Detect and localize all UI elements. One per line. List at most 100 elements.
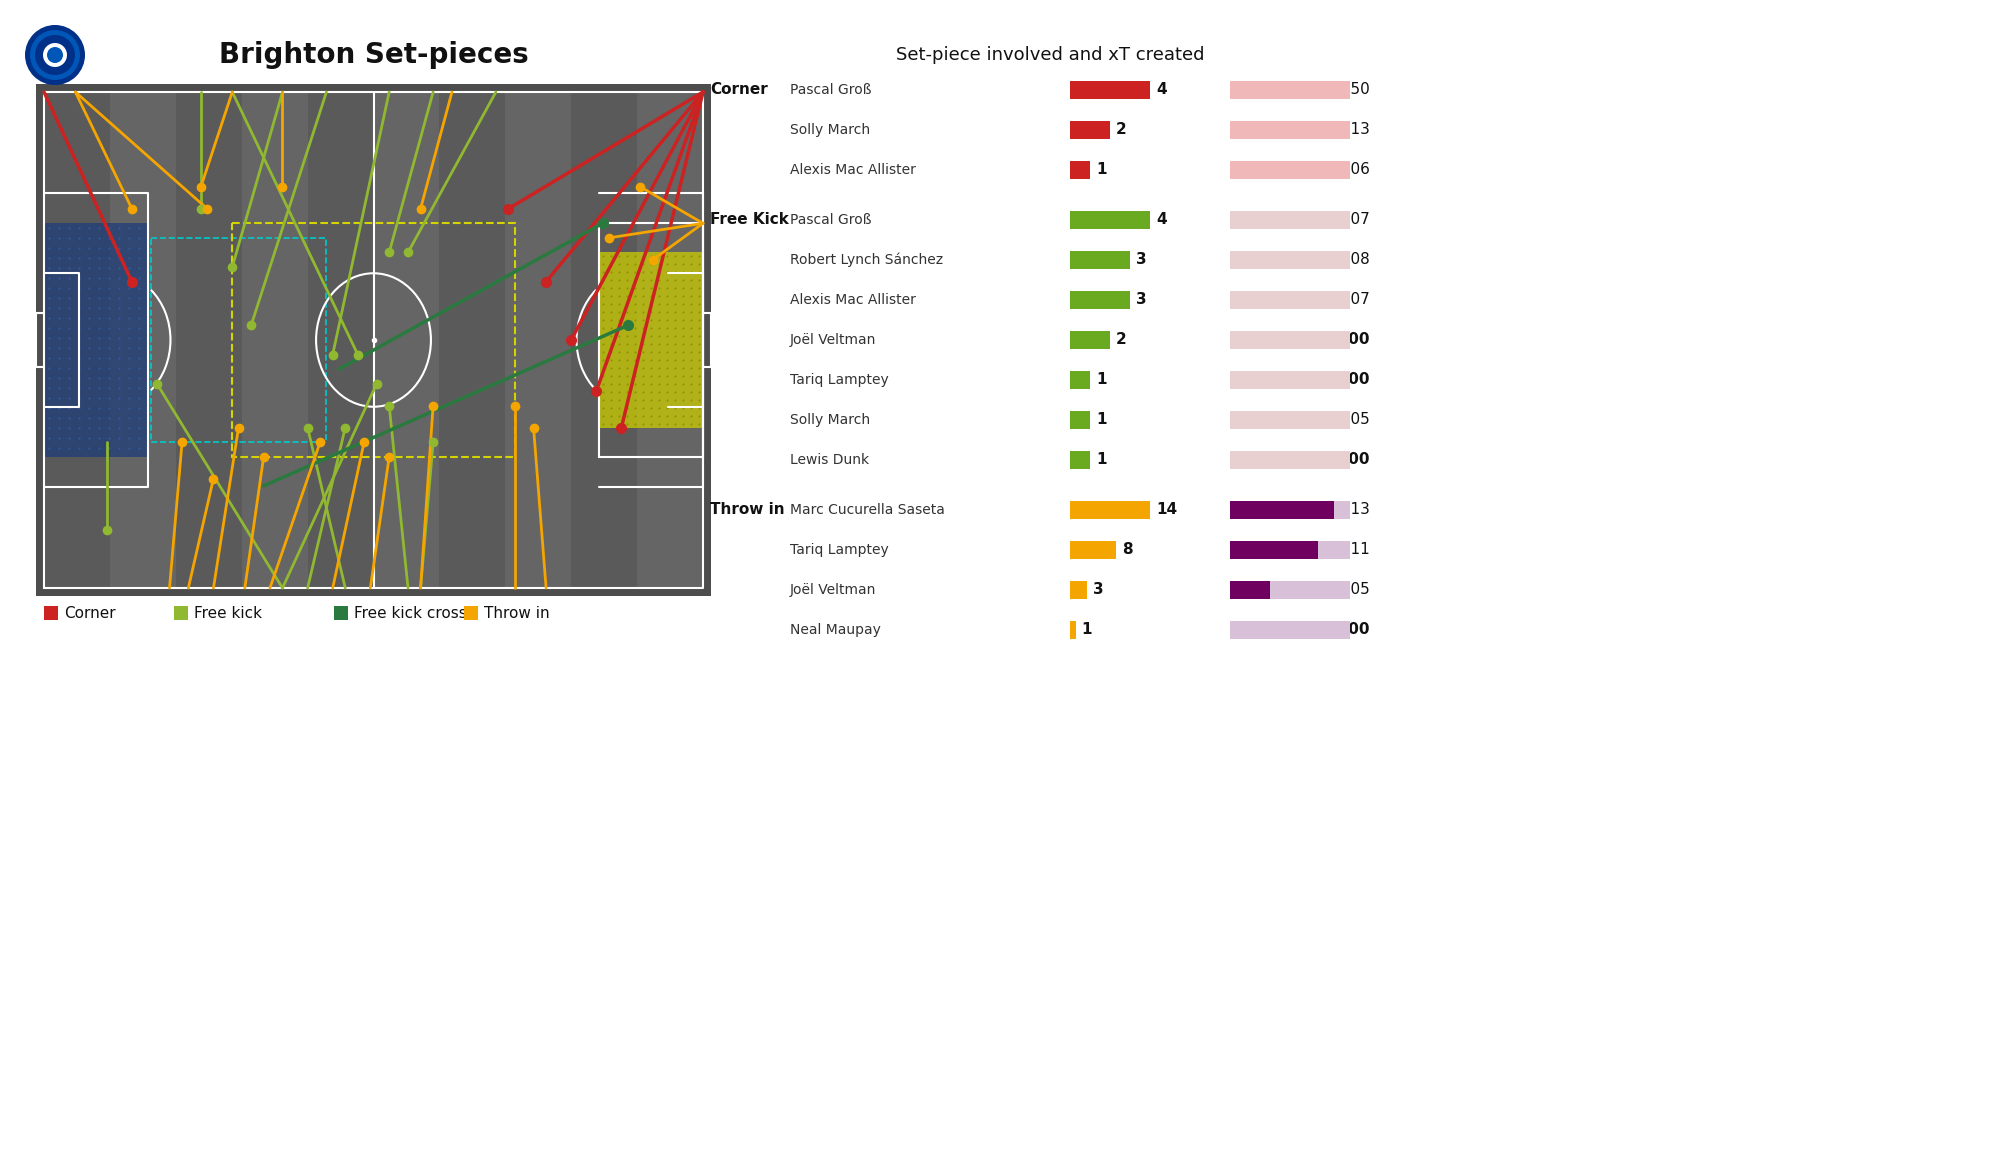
Text: 1: 1 xyxy=(1096,412,1106,428)
Text: 1: 1 xyxy=(1096,452,1106,468)
Bar xyxy=(1070,81,1150,99)
Text: Corner: Corner xyxy=(710,82,768,98)
Bar xyxy=(572,92,638,588)
Text: Throw in: Throw in xyxy=(710,503,784,517)
Bar xyxy=(1070,451,1090,469)
Text: Joël Veltman: Joël Veltman xyxy=(790,333,876,347)
Text: Tariq Lamptey: Tariq Lamptey xyxy=(790,372,888,387)
Text: Neal Maupay: Neal Maupay xyxy=(790,623,880,637)
Bar xyxy=(1230,251,1326,269)
Bar xyxy=(1230,121,1350,139)
Bar xyxy=(44,92,110,588)
Bar xyxy=(1230,161,1350,179)
Text: Alexis Mac Allister: Alexis Mac Allister xyxy=(790,163,916,177)
Bar xyxy=(150,237,326,442)
Bar xyxy=(374,92,440,588)
Bar xyxy=(1230,121,1262,139)
Bar xyxy=(1070,161,1090,179)
Text: 0.00: 0.00 xyxy=(1332,623,1370,638)
Bar xyxy=(176,92,242,588)
Bar xyxy=(44,223,148,457)
Bar xyxy=(174,606,188,620)
Bar xyxy=(600,253,704,428)
Bar xyxy=(638,92,704,588)
Text: 0.13: 0.13 xyxy=(1336,503,1370,517)
Text: 0.13: 0.13 xyxy=(1336,122,1370,137)
Text: Free Kick: Free Kick xyxy=(710,213,788,228)
Text: Joël Veltman: Joël Veltman xyxy=(790,583,876,597)
Bar xyxy=(232,223,514,457)
Bar xyxy=(1070,251,1130,269)
Wedge shape xyxy=(36,35,76,75)
Text: Brighton Set-pieces: Brighton Set-pieces xyxy=(218,41,528,69)
Bar xyxy=(242,92,308,588)
Text: 0.07: 0.07 xyxy=(1336,293,1370,308)
Text: Free kick: Free kick xyxy=(194,605,262,620)
Text: 2: 2 xyxy=(1116,333,1126,348)
Text: 4: 4 xyxy=(1156,213,1166,228)
Text: 14: 14 xyxy=(1156,503,1178,517)
Text: Pascal Groß: Pascal Groß xyxy=(790,83,872,98)
Bar xyxy=(1230,540,1350,559)
Text: 1: 1 xyxy=(1096,162,1106,177)
Text: 2: 2 xyxy=(1116,122,1126,137)
Bar xyxy=(1230,212,1350,229)
Bar xyxy=(308,92,374,588)
Text: 0.05: 0.05 xyxy=(1336,583,1370,598)
Bar xyxy=(1230,291,1314,309)
Text: 0.06: 0.06 xyxy=(1336,162,1370,177)
Text: Throw in: Throw in xyxy=(484,605,550,620)
Text: 3: 3 xyxy=(1136,293,1146,308)
Bar xyxy=(1070,121,1110,139)
Bar xyxy=(110,92,176,588)
Bar xyxy=(334,606,348,620)
Bar xyxy=(1230,371,1350,389)
Text: 4: 4 xyxy=(1156,82,1166,98)
Circle shape xyxy=(48,47,64,63)
Bar xyxy=(1070,212,1150,229)
Text: Solly March: Solly March xyxy=(790,123,870,137)
Bar xyxy=(1230,501,1350,519)
Text: 0.00: 0.00 xyxy=(1332,372,1370,388)
Text: 3: 3 xyxy=(1094,583,1104,598)
Bar xyxy=(1070,540,1116,559)
Bar xyxy=(1230,580,1350,599)
Circle shape xyxy=(24,25,84,85)
Bar xyxy=(1230,291,1350,309)
Bar xyxy=(1070,622,1076,639)
Text: Robert Lynch Sánchez: Robert Lynch Sánchez xyxy=(790,253,944,267)
Text: 0.00: 0.00 xyxy=(1332,452,1370,468)
Bar xyxy=(1230,81,1350,99)
Bar xyxy=(1230,540,1318,559)
Text: 8: 8 xyxy=(1122,543,1132,557)
Bar xyxy=(1230,212,1314,229)
Text: 0.50: 0.50 xyxy=(1336,82,1370,98)
Bar xyxy=(44,606,58,620)
Bar xyxy=(1230,580,1270,599)
Circle shape xyxy=(30,31,80,80)
Text: 0.11: 0.11 xyxy=(1336,543,1370,557)
Text: Tariq Lamptey: Tariq Lamptey xyxy=(790,543,888,557)
Circle shape xyxy=(44,43,68,67)
Bar xyxy=(1230,451,1350,469)
Text: Set-piece involved and xT created: Set-piece involved and xT created xyxy=(896,46,1204,63)
Bar xyxy=(1070,331,1110,349)
Bar xyxy=(1230,161,1244,179)
Bar xyxy=(464,606,478,620)
Text: 0.00: 0.00 xyxy=(1332,333,1370,348)
Text: 0.05: 0.05 xyxy=(1336,412,1370,428)
Text: Marc Cucurella Saseta: Marc Cucurella Saseta xyxy=(790,503,944,517)
Bar xyxy=(600,223,704,457)
Bar xyxy=(1230,331,1350,349)
Text: Pascal Groß: Pascal Groß xyxy=(790,213,872,227)
Bar xyxy=(1070,501,1150,519)
Bar xyxy=(1070,371,1090,389)
Bar xyxy=(1070,411,1090,429)
Text: 0.08: 0.08 xyxy=(1336,253,1370,268)
Text: Lewis Dunk: Lewis Dunk xyxy=(790,454,870,466)
Text: Solly March: Solly March xyxy=(790,412,870,427)
Bar xyxy=(1230,251,1350,269)
Bar xyxy=(1230,411,1290,429)
Bar xyxy=(506,92,572,588)
Text: 0.07: 0.07 xyxy=(1336,213,1370,228)
